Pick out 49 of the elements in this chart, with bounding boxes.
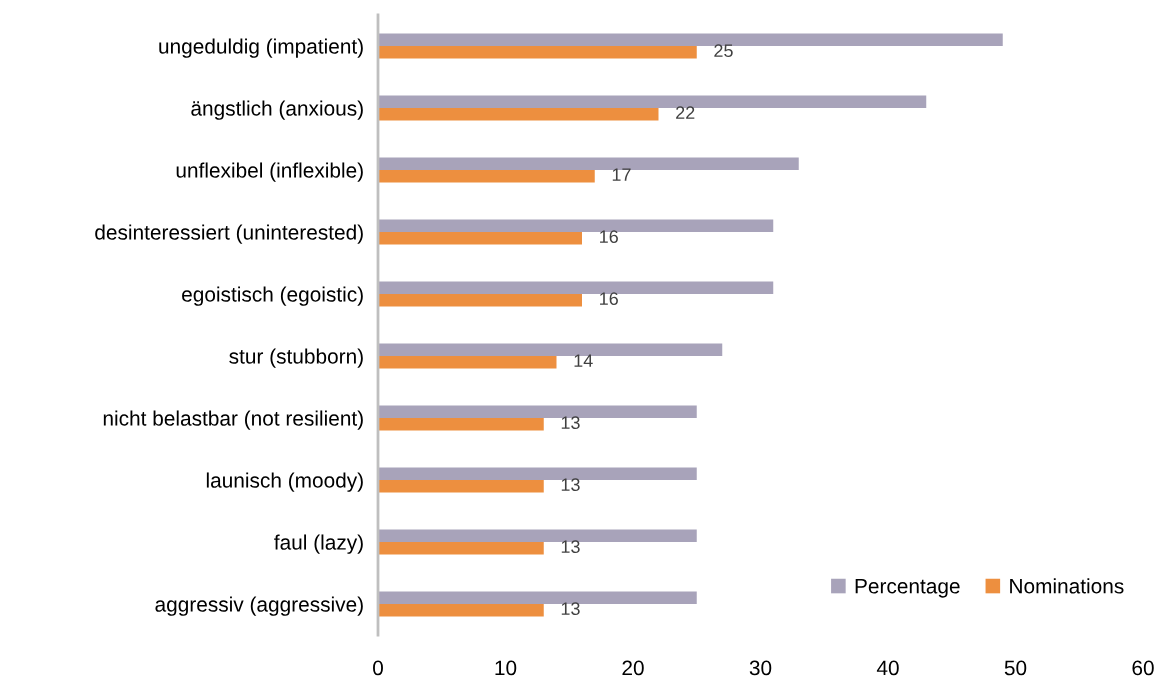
data-label: 13 (561, 540, 580, 554)
data-label: 16 (600, 230, 618, 244)
data-label: 13 (561, 416, 580, 430)
x-tick-label: 40 (876, 660, 899, 676)
data-label: 13 (561, 478, 580, 492)
bar (378, 405, 697, 418)
bar (378, 467, 697, 480)
y-tick-label: ängstlich (anxious) (191, 100, 363, 120)
bar (378, 356, 557, 369)
data-label: 17 (612, 168, 631, 181)
bar (378, 232, 582, 245)
x-tick-label: 30 (749, 660, 772, 676)
bar (378, 418, 544, 431)
y-tick-label: ungeduldig (impatient) (159, 38, 363, 58)
y-tick-label: nicht belastbar (not resilient) (103, 410, 363, 430)
y-tick-label: egoistisch (egoistic) (182, 286, 363, 306)
legend-label: Nominations (1010, 578, 1124, 594)
x-tick-label: 0 (373, 660, 383, 676)
bar (378, 294, 582, 307)
bar (378, 157, 799, 170)
x-tick-label: 20 (622, 660, 644, 676)
bar (378, 591, 697, 604)
legend-label: Percentage (855, 578, 960, 598)
bar (378, 343, 723, 356)
bar (378, 480, 544, 493)
y-tick-label: desinteressiert (uninterested) (95, 224, 363, 244)
y-tick-label: faul (lazy) (274, 534, 363, 554)
y-tick-label: unflexibel (inflexible) (176, 162, 363, 182)
data-label: 13 (561, 602, 580, 616)
y-tick-label: aggressiv (aggressive) (155, 596, 363, 616)
bar (378, 170, 595, 183)
data-label: 22 (676, 106, 695, 119)
y-tick-label: stur (stubborn) (229, 348, 363, 368)
bar (378, 33, 1003, 46)
bar (378, 46, 697, 59)
bar (378, 108, 659, 121)
bar (378, 542, 544, 555)
data-label: 14 (574, 354, 593, 367)
bar (378, 95, 927, 108)
bar (378, 219, 774, 232)
bar (378, 604, 544, 617)
y-tick-label: launisch (moody) (206, 472, 363, 492)
bar (378, 281, 774, 294)
bar (378, 529, 697, 542)
x-tick-label: 50 (1004, 660, 1027, 676)
x-tick-label: 60 (1132, 660, 1154, 676)
data-label: 16 (600, 292, 618, 306)
data-label: 25 (714, 44, 733, 58)
x-tick-label: 10 (495, 660, 517, 676)
